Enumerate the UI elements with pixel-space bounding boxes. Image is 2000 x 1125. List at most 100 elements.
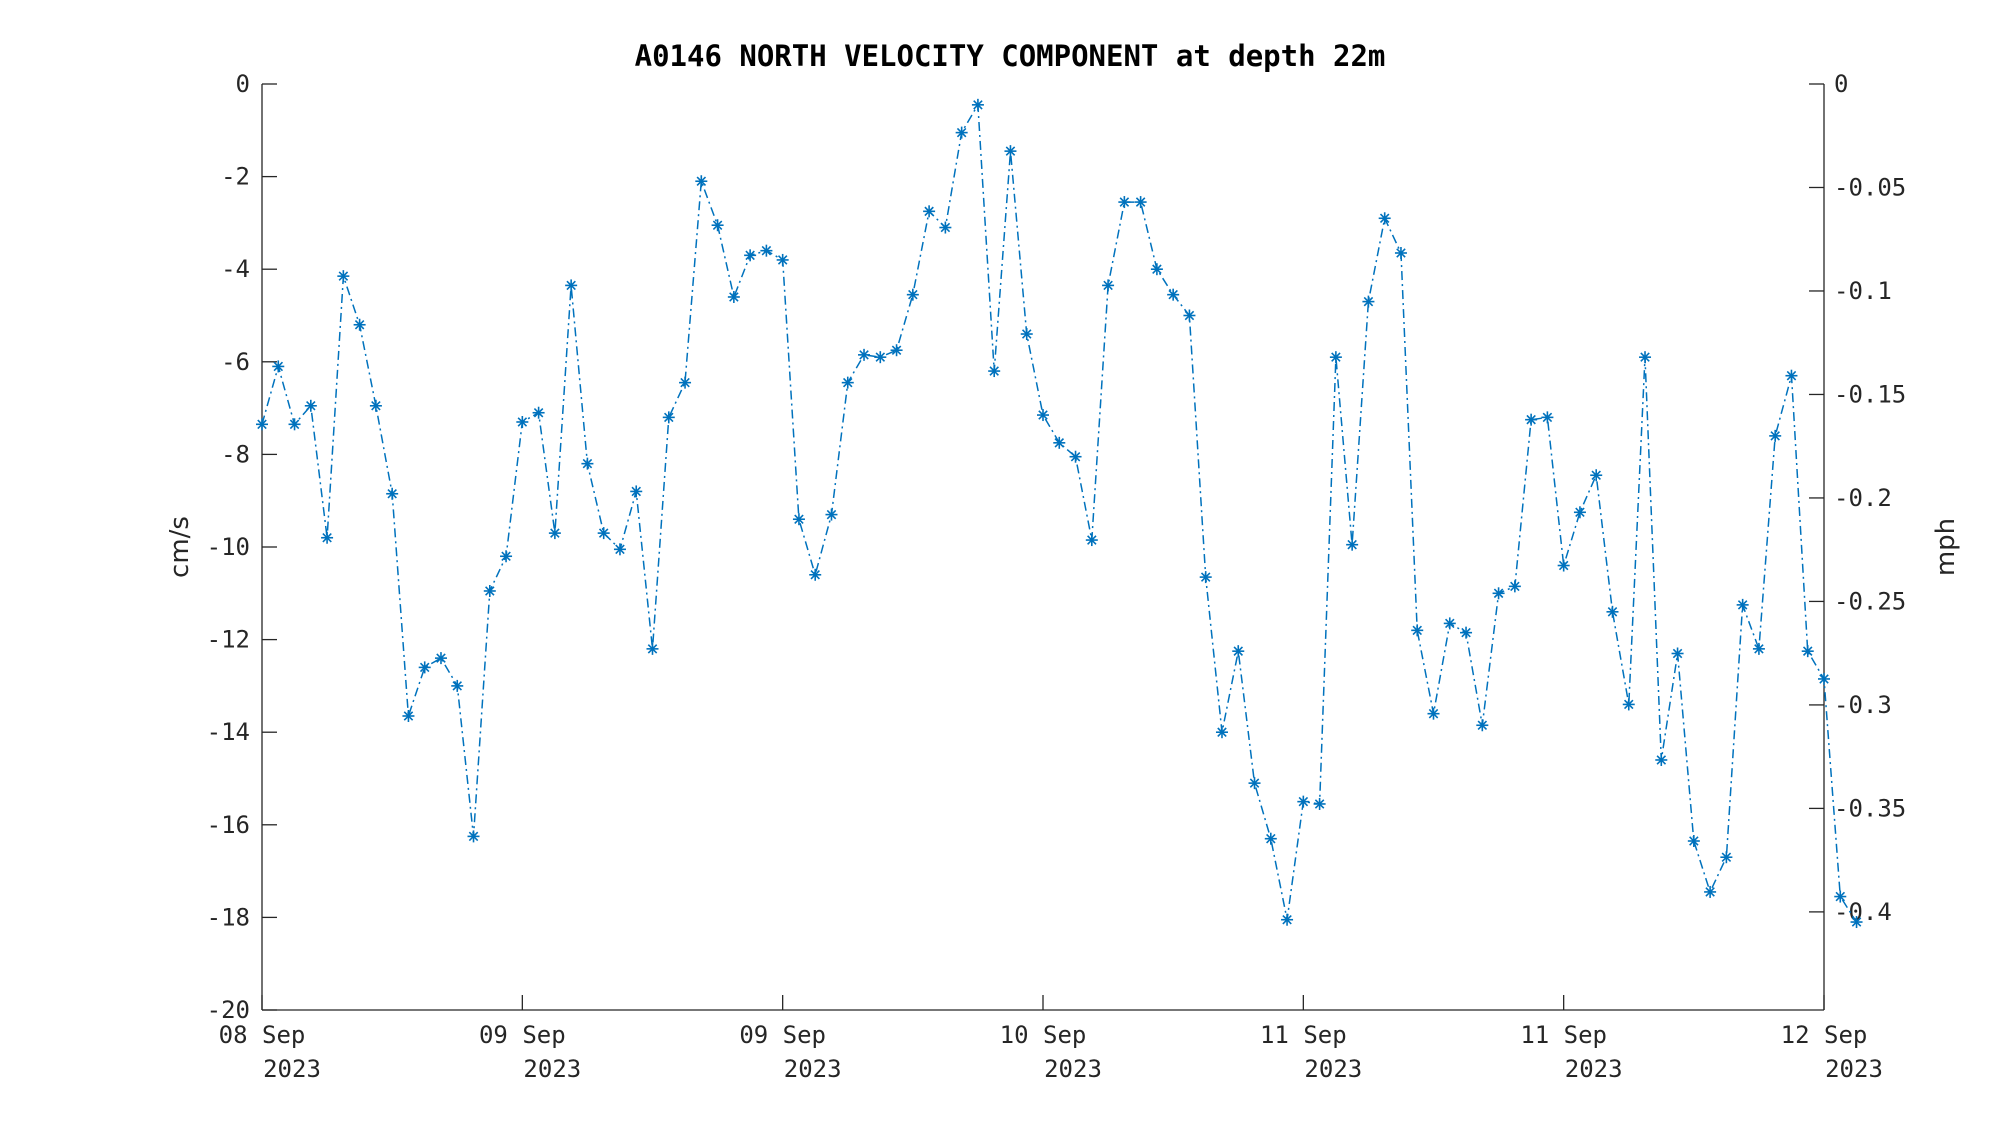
data-point [841, 376, 854, 389]
data-point [1215, 726, 1228, 739]
data-point [727, 290, 740, 303]
data-point [1232, 645, 1245, 658]
data-point [1020, 328, 1033, 341]
data-point [532, 406, 545, 419]
y-tick-label: -4 [221, 255, 250, 283]
data-point [744, 249, 757, 262]
data-point [1037, 409, 1049, 422]
series-layer [256, 98, 1863, 929]
x-tick-label-date: 09 Sep [479, 1021, 566, 1049]
data-point [1378, 212, 1391, 225]
x-tick-label-year: 2023 [1304, 1055, 1362, 1083]
y-tick-label: -10 [207, 533, 250, 561]
data-point [988, 365, 1001, 378]
data-point [1720, 851, 1733, 864]
data-point [1427, 707, 1440, 720]
data-point [386, 487, 399, 500]
y-tick-label: -20 [207, 996, 250, 1024]
data-point [792, 513, 805, 526]
y2-tick-label: -0.15 [1834, 380, 1906, 408]
data-point [1850, 916, 1863, 929]
data-point [662, 411, 675, 424]
data-point [1183, 309, 1196, 322]
data-point [1167, 288, 1180, 301]
x-tick-label-date: 11 Sep [1260, 1021, 1347, 1049]
y2-tick-label: -0.1 [1834, 277, 1892, 305]
x-tick-label-date: 12 Sep [1781, 1021, 1868, 1049]
data-point [760, 244, 773, 257]
data-point [1411, 624, 1424, 637]
data-point [500, 550, 513, 563]
data-point [1264, 832, 1277, 845]
data-point [1004, 145, 1017, 158]
y-tick-label: 0 [236, 70, 250, 98]
y-tick-label: -12 [207, 626, 250, 654]
data-point [955, 126, 968, 139]
y-tick-label: -18 [207, 903, 250, 931]
data-point [1199, 571, 1212, 584]
data-point [1655, 753, 1668, 766]
data-point [1785, 369, 1798, 382]
y-axis-label: cm/s [165, 516, 195, 578]
x-tick-label-year: 2023 [1044, 1055, 1102, 1083]
data-point [1476, 719, 1489, 732]
data-point [1394, 246, 1407, 259]
data-point [256, 418, 268, 431]
data-point [1687, 835, 1700, 848]
data-point [1704, 885, 1717, 898]
data-point [516, 415, 529, 428]
data-point [1346, 538, 1359, 551]
data-point [1069, 450, 1082, 463]
y-tick-label: -2 [221, 163, 250, 191]
x-tick-label-year: 2023 [1565, 1055, 1623, 1083]
data-point [1150, 263, 1163, 276]
data-point [304, 399, 317, 412]
data-point [1134, 196, 1147, 209]
x-tick-label-year: 2023 [1825, 1055, 1883, 1083]
data-point [434, 652, 447, 665]
data-point [1053, 436, 1066, 449]
left-y-ticks: 0 -2 -4 -6 -8 -10 -12 -14 -16 -18 -20 [207, 70, 277, 1024]
data-point [548, 527, 561, 540]
data-point [597, 527, 610, 540]
y2-tick-label: -0.4 [1834, 898, 1892, 926]
data-point [1639, 351, 1652, 364]
data-point [613, 543, 626, 556]
data-point [1297, 795, 1310, 808]
x-tick-label-year: 2023 [263, 1055, 321, 1083]
x-ticks: 08 Sep 2023 09 Sep 2023 09 Sep 2023 10 Sep 2023… [219, 995, 1883, 1083]
data-point [337, 270, 350, 283]
data-point [467, 830, 480, 843]
data-point [1606, 605, 1619, 618]
x-tick-label-year: 2023 [784, 1055, 842, 1083]
data-point [890, 344, 903, 357]
data-point [1590, 469, 1603, 482]
data-point [679, 376, 692, 389]
axes [261, 84, 1825, 1011]
y2-tick-label: -0.35 [1834, 794, 1906, 822]
data-point [1085, 534, 1098, 547]
data-point [1622, 698, 1635, 711]
data-point [288, 418, 301, 431]
data-point [923, 205, 936, 218]
data-point [1492, 587, 1505, 600]
series-line [261, 102, 1858, 923]
y-tick-label: -6 [221, 348, 250, 376]
data-point [1443, 617, 1456, 630]
y2-tick-label: -0.2 [1834, 484, 1892, 512]
data-point [825, 508, 838, 521]
data-point [581, 457, 594, 470]
data-point [711, 219, 724, 232]
data-point [630, 485, 643, 498]
y-tick-label: -16 [207, 811, 250, 839]
right-y-ticks: 0 -0.05 -0.1 -0.15 -0.2 -0.25 -0.3 -0.35 -0.4 [1809, 70, 1906, 926]
data-point [858, 348, 871, 361]
data-point [1525, 413, 1538, 426]
data-point [1281, 913, 1294, 926]
y2-tick-label: -0.3 [1834, 691, 1892, 719]
data-point [1313, 797, 1326, 810]
y-tick-label: -8 [221, 440, 250, 468]
y-tick-label: -14 [207, 718, 250, 746]
data-point [1329, 351, 1342, 364]
data-point [1736, 598, 1749, 611]
